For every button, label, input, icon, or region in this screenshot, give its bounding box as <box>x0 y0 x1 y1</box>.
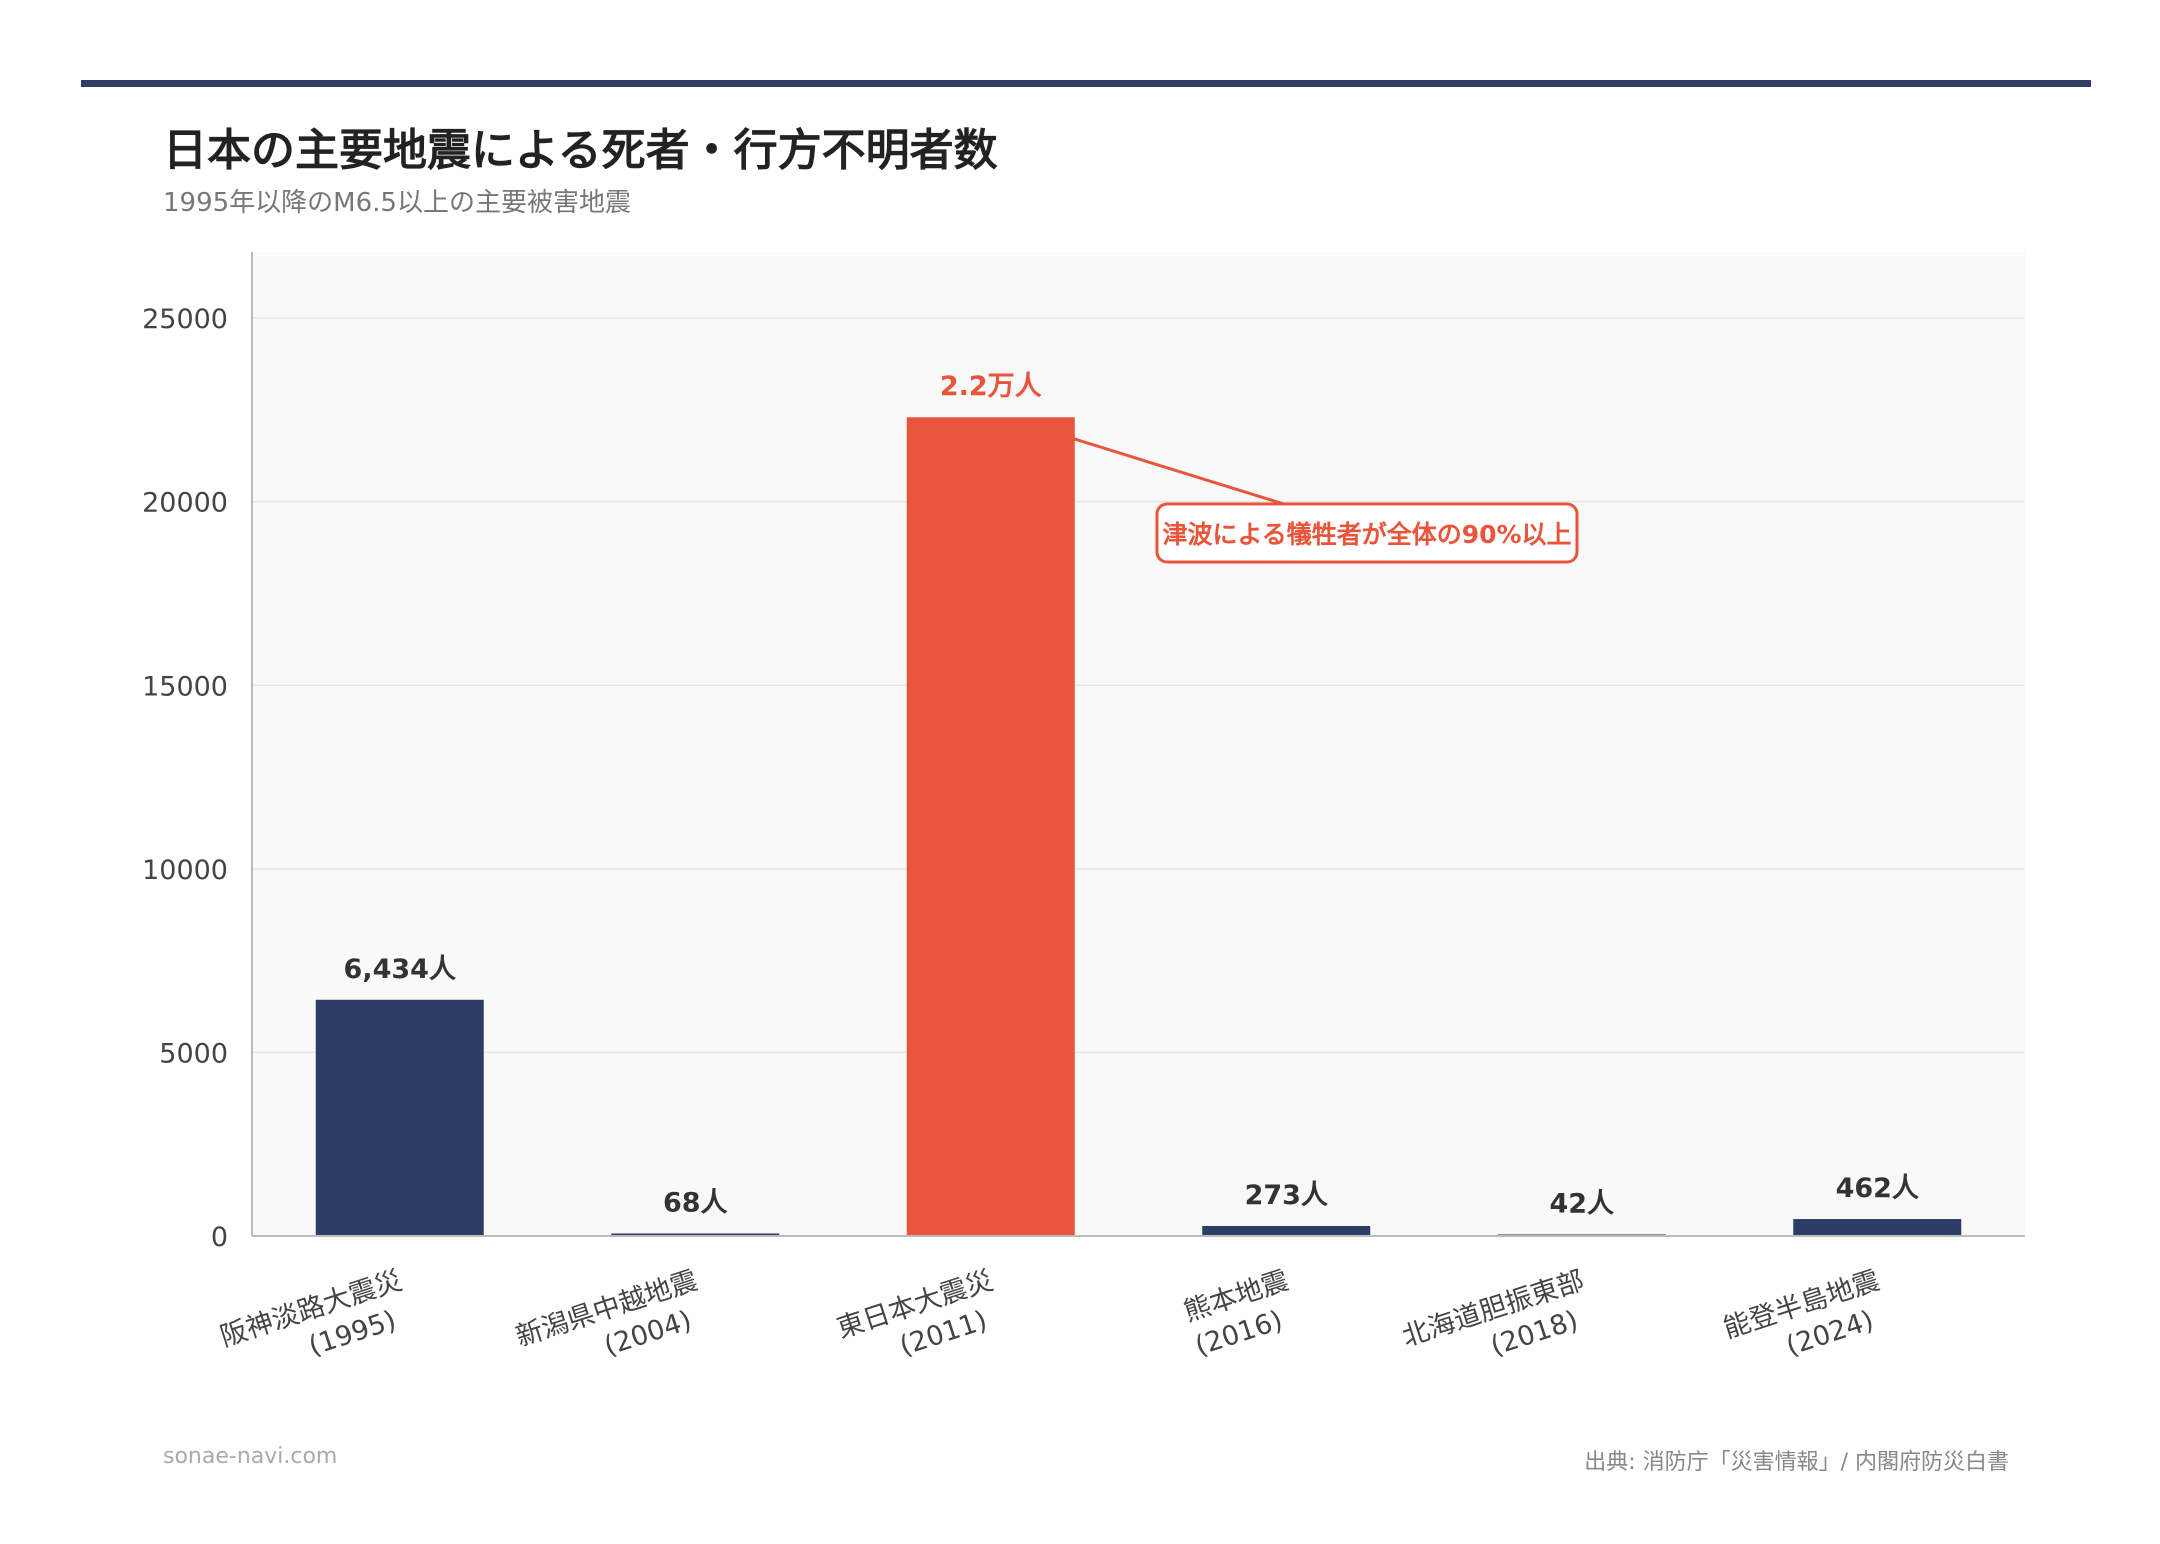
site-credit: sonae-navi.com <box>163 1444 338 1469</box>
annotation-text: 津波による犠牲者が全体の90%以上 <box>1162 520 1571 549</box>
y-tick-label: 15000 <box>142 671 228 702</box>
annotation-box <box>1155 502 1579 564</box>
bar <box>611 1233 780 1236</box>
y-tick-label: 25000 <box>142 304 228 335</box>
x-tick-label: 能登半島地震(2024) <box>1720 1265 1895 1379</box>
x-tick-label: 新潟県中越地震(2004) <box>512 1265 712 1387</box>
data-label: 68人 <box>663 1188 728 1219</box>
annotation-arrow-tip <box>980 417 1011 423</box>
y-tick-label: 0 <box>211 1222 228 1253</box>
bar <box>1793 1219 1962 1236</box>
data-label: 2.2万人 <box>940 371 1042 402</box>
y-tick-label: 5000 <box>159 1038 228 1069</box>
annotation-leader-line <box>1010 417 1288 507</box>
data-label: 462人 <box>1836 1173 1919 1204</box>
source-credit: 出典: 消防庁「災害情報」/ 内閣府防災白書 <box>1584 1450 2009 1475</box>
chart-subtitle: 1995年以降のM6.5以上の主要被害地震 <box>163 188 631 218</box>
top-accent-bar <box>81 80 2091 87</box>
data-label: 42人 <box>1549 1188 1614 1219</box>
plot-area <box>252 252 2025 1236</box>
data-label: 273人 <box>1245 1180 1328 1211</box>
x-tick-label: 北海道胆振東部(2018) <box>1399 1265 1599 1387</box>
bar <box>906 417 1075 1236</box>
x-tick-label: 東日本大震災(2011) <box>833 1265 1008 1379</box>
x-tick-label: 熊本地震(2016) <box>1180 1265 1303 1362</box>
x-tick-label: 阪神淡路大震災(1995) <box>217 1265 417 1387</box>
bar <box>1202 1225 1371 1236</box>
data-label: 6,434人 <box>344 954 456 985</box>
y-tick-label: 10000 <box>142 855 228 886</box>
y-tick-label: 20000 <box>142 488 228 519</box>
bar <box>315 999 484 1236</box>
chart-title: 日本の主要地震による死者・行方不明者数 <box>163 125 998 176</box>
